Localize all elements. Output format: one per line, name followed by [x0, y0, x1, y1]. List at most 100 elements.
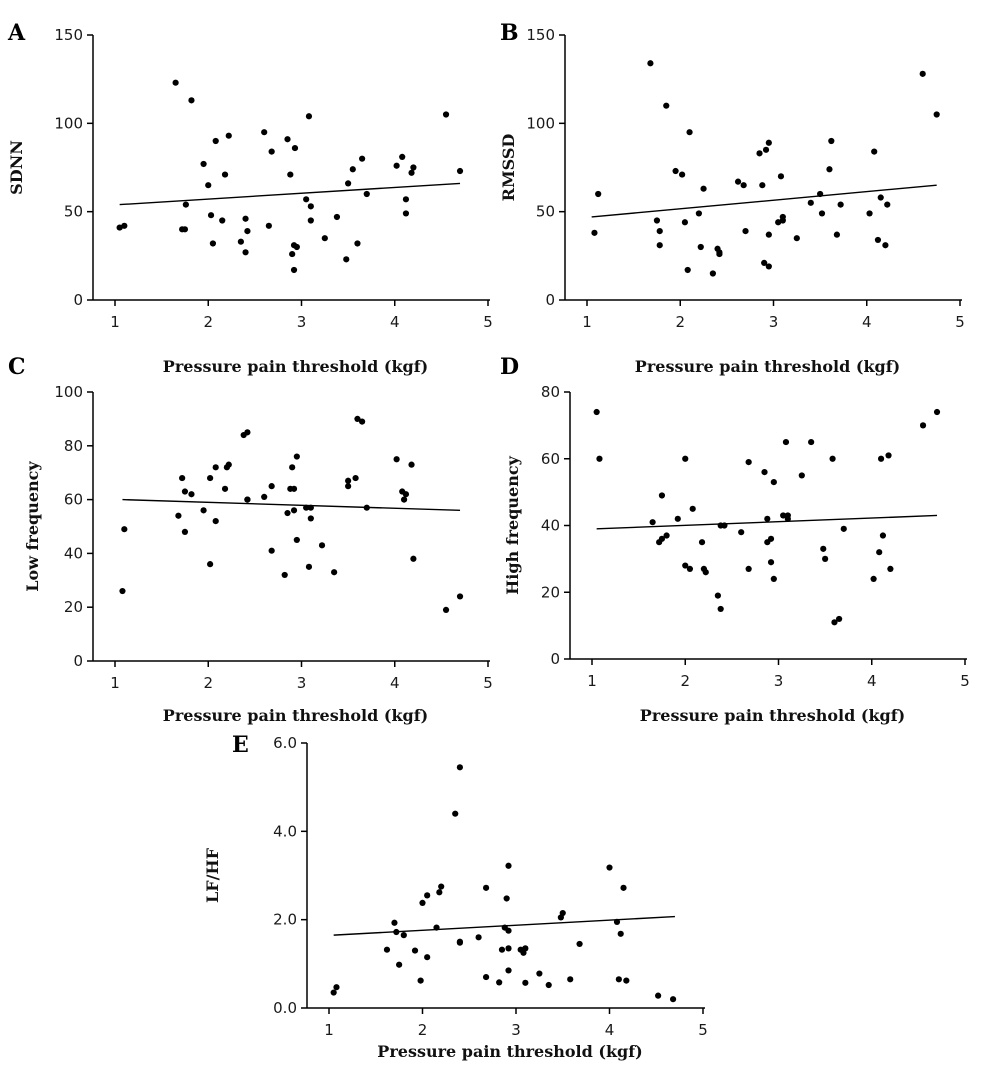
- chart-a-data-point: [116, 224, 123, 231]
- chart-c-data-point: [293, 453, 300, 460]
- chart-c-panel-letter: C: [8, 354, 26, 380]
- chart-e-y-tick-label: 6.0: [273, 734, 297, 752]
- chart-c-data-point: [290, 485, 298, 492]
- chart-b-data-point: [761, 259, 768, 266]
- chart-b-data-point: [765, 139, 772, 146]
- chart-b-y-tick-label: 150: [526, 26, 555, 44]
- chart-c-x-tick-label: 2: [203, 674, 213, 692]
- chart-a-data-point: [293, 243, 300, 251]
- chart-a-panel-letter: A: [7, 20, 26, 46]
- chart-e-data-point: [424, 892, 431, 899]
- chart-d-data-point: [784, 515, 791, 522]
- chart-b: B 0 50 100 150 1 2 3 4 5 Pressure pain threshold (…: [499, 20, 965, 376]
- chart-b-y-tick-label: 100: [526, 114, 555, 132]
- chart-e-data-point: [433, 924, 440, 931]
- chart-a-x-tick-label: 2: [203, 313, 213, 331]
- chart-d-data-point: [682, 562, 689, 569]
- chart-a-data-point: [268, 148, 275, 155]
- chart-a-data-point: [172, 79, 179, 86]
- chart-d-data-point: [829, 455, 836, 462]
- chart-b-data-point: [672, 167, 679, 175]
- chart-d-data-point: [836, 615, 843, 623]
- chart-d-data-point: [689, 505, 696, 512]
- chart-c-data-point: [402, 491, 410, 498]
- chart-e-data-point: [522, 979, 529, 986]
- chart-e-x-tick-label: 3: [511, 1021, 521, 1039]
- chart-e-data-point: [452, 810, 459, 817]
- chart-a-data-point: [349, 166, 356, 173]
- chart-c-data-point: [181, 528, 189, 535]
- chart-b-x-tick-label: 1: [582, 313, 592, 331]
- chart-a-data-point: [410, 164, 417, 171]
- chart-e-data-point: [456, 764, 463, 771]
- chart-b-data-point: [734, 178, 742, 185]
- chart-d-data-point: [933, 408, 941, 416]
- chart-a-data-point: [265, 222, 272, 229]
- chart-c-y-tick-label: 80: [64, 437, 83, 455]
- chart-a-data-point: [321, 235, 328, 242]
- chart-d-data-point: [780, 512, 787, 519]
- chart-d-data-point: [822, 555, 829, 562]
- chart-c-data-point: [221, 485, 229, 492]
- chart-d-x-tick-label: 2: [680, 672, 690, 690]
- chart-a-data-point: [363, 190, 370, 198]
- chart-c-data-point: [303, 504, 310, 511]
- chart-a-data-point: [181, 226, 189, 233]
- chart-c: C 0 20 40 60 80 100 1 2 3 4 5 Pressure pain threshol…: [8, 354, 493, 725]
- chart-b-data-point: [700, 185, 707, 192]
- chart-b-panel-letter: B: [500, 20, 519, 46]
- chart-c-x-tick-label: 3: [297, 674, 307, 692]
- chart-a-y-tick-label: 50: [64, 203, 83, 221]
- chart-d-data-point: [702, 569, 709, 576]
- chart-c-trend-line: [122, 498, 461, 512]
- chart-d: D 0 20 40 60 80 1 2 3 4 5 Pressure pain threshold (…: [500, 354, 970, 725]
- chart-d-y-tick-label: 40: [541, 517, 560, 535]
- chart-c-y-axis-label: Low frequency: [23, 461, 42, 592]
- chart-a-data-point: [287, 171, 294, 178]
- chart-b-x-tick-label: 3: [769, 313, 779, 331]
- chart-e-data-point: [438, 883, 445, 890]
- chart-a-data-point: [343, 256, 350, 263]
- chart-a-data-point: [182, 201, 189, 208]
- chart-c-data-point: [410, 555, 417, 562]
- chart-e-data-point: [330, 989, 337, 996]
- chart-e-data-point: [536, 970, 543, 977]
- chart-d-y-tick-label: 20: [541, 583, 560, 601]
- chart-a-data-point: [188, 97, 195, 104]
- chart-d-data-point: [658, 492, 666, 499]
- chart-a-data-point: [303, 196, 310, 203]
- chart-e-data-point: [391, 919, 398, 926]
- chart-d-x-tick-label: 3: [774, 672, 784, 690]
- chart-b-data-point: [697, 243, 704, 251]
- chart-a-x-tick-label: 1: [110, 313, 120, 331]
- chart-c-data-point: [345, 477, 352, 484]
- chart-e-data-point: [333, 984, 340, 991]
- chart-a-data-point: [307, 203, 314, 210]
- chart-e-x-tick-label: 2: [418, 1021, 428, 1039]
- chart-d-data-point: [870, 575, 877, 583]
- chart-b-x-tick-label: 2: [675, 313, 685, 331]
- chart-a-data-point: [408, 169, 415, 176]
- chart-c-data-point: [345, 483, 352, 490]
- chart-a-data-point: [225, 132, 232, 139]
- chart-b-data-point: [933, 111, 940, 118]
- chart-b-data-point: [679, 171, 686, 178]
- chart-c-data-point: [188, 491, 195, 498]
- chart-b-data-point: [686, 129, 693, 136]
- chart-a-data-point: [291, 144, 299, 152]
- chart-d-data-point: [767, 559, 775, 566]
- chart-a-data-point: [393, 162, 400, 169]
- chart-e-data-point: [400, 932, 407, 939]
- chart-b-data-point: [591, 229, 598, 236]
- chart-d-data-point: [820, 545, 827, 552]
- chart-b-data-point: [684, 266, 691, 274]
- chart-d-x-axis-label: Pressure pain threshold (kgf): [640, 706, 905, 725]
- chart-d-data-point: [714, 592, 721, 599]
- chart-d-panel-letter: D: [500, 354, 519, 380]
- chart-d-data-point: [831, 619, 838, 626]
- chart-d-data-point: [649, 519, 656, 526]
- chart-c-data-point: [119, 587, 126, 595]
- chart-a-trend-line: [119, 182, 461, 206]
- chart-b-data-point: [807, 199, 814, 206]
- chart-d-data-point: [919, 422, 927, 429]
